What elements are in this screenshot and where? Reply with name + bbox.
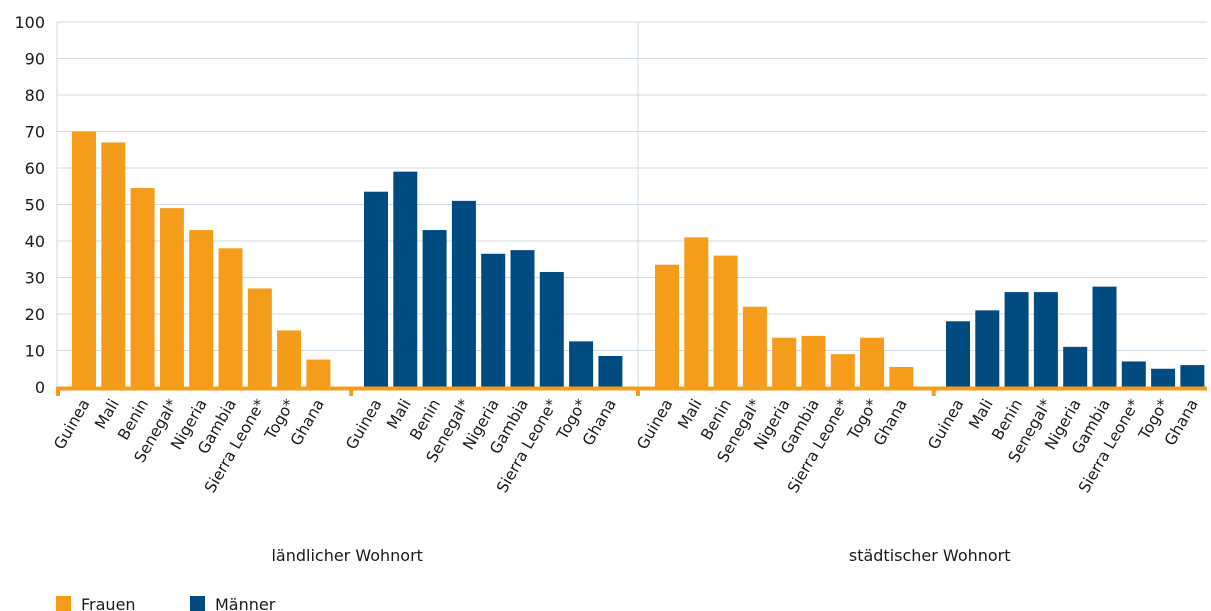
legend-swatch	[190, 596, 205, 611]
bar	[975, 310, 1000, 387]
legend-swatch	[56, 596, 71, 611]
x-axis	[56, 386, 1207, 396]
bar	[889, 366, 914, 387]
y-tick-label: 80	[25, 86, 45, 105]
bar	[1180, 365, 1205, 387]
y-tick-label: 0	[35, 378, 45, 397]
bar	[72, 131, 96, 387]
bar	[772, 337, 797, 387]
bar	[451, 200, 476, 387]
y-tick-label: 40	[25, 232, 45, 251]
y-tick-label: 50	[25, 196, 45, 215]
y-tick-label: 20	[25, 305, 45, 324]
bar	[539, 272, 564, 387]
bar	[1121, 361, 1146, 387]
x-category-label: Guinea	[633, 396, 676, 453]
bar	[189, 230, 214, 387]
bar	[277, 330, 302, 387]
bar	[1063, 346, 1088, 387]
legend-label: Frauen	[81, 595, 136, 611]
bar	[130, 188, 155, 387]
bar	[860, 337, 885, 387]
bar	[801, 335, 826, 387]
y-tick-label: 10	[25, 342, 45, 361]
group-label: ländlicher Wohnort	[271, 546, 422, 565]
bar	[218, 248, 243, 387]
bar	[306, 359, 331, 387]
bar	[159, 208, 184, 387]
legend: Frauen Männer	[56, 595, 276, 611]
legend-label: Männer	[215, 595, 276, 611]
bar	[655, 264, 679, 387]
bar	[1004, 292, 1029, 387]
bar	[598, 355, 623, 387]
x-axis-category-labels: GuineaMaliBeninSenegal*NigeriaGambiaSier…	[50, 396, 1201, 496]
bar	[742, 306, 767, 387]
y-tick-label: 60	[25, 159, 45, 178]
x-category-label: Guinea	[342, 396, 385, 453]
bar	[1151, 368, 1176, 387]
y-axis: 0 10 20 30 40 50 60 70 80 90 100	[14, 13, 58, 397]
bars	[72, 131, 1205, 387]
y-tick-label: 100	[14, 13, 45, 32]
x-category-label: Guinea	[924, 396, 967, 453]
bar	[946, 321, 970, 387]
bar	[569, 341, 594, 387]
y-tick-label: 70	[25, 123, 45, 142]
bar	[364, 191, 388, 387]
bar	[684, 237, 709, 387]
group-label: städtischer Wohnort	[849, 546, 1011, 565]
bar	[713, 255, 738, 387]
y-tick-label: 90	[25, 50, 45, 69]
bar	[1092, 286, 1117, 387]
bar	[510, 250, 535, 387]
bar	[1033, 292, 1058, 387]
bar	[247, 288, 272, 387]
bar	[101, 142, 126, 387]
bar	[481, 253, 506, 387]
bar	[393, 171, 418, 387]
bar	[422, 230, 447, 387]
bar	[830, 354, 855, 387]
group-labels: ländlicher Wohnort städtischer Wohnort	[271, 546, 1010, 565]
x-category-label: Guinea	[50, 396, 93, 453]
y-tick-label: 30	[25, 269, 45, 288]
